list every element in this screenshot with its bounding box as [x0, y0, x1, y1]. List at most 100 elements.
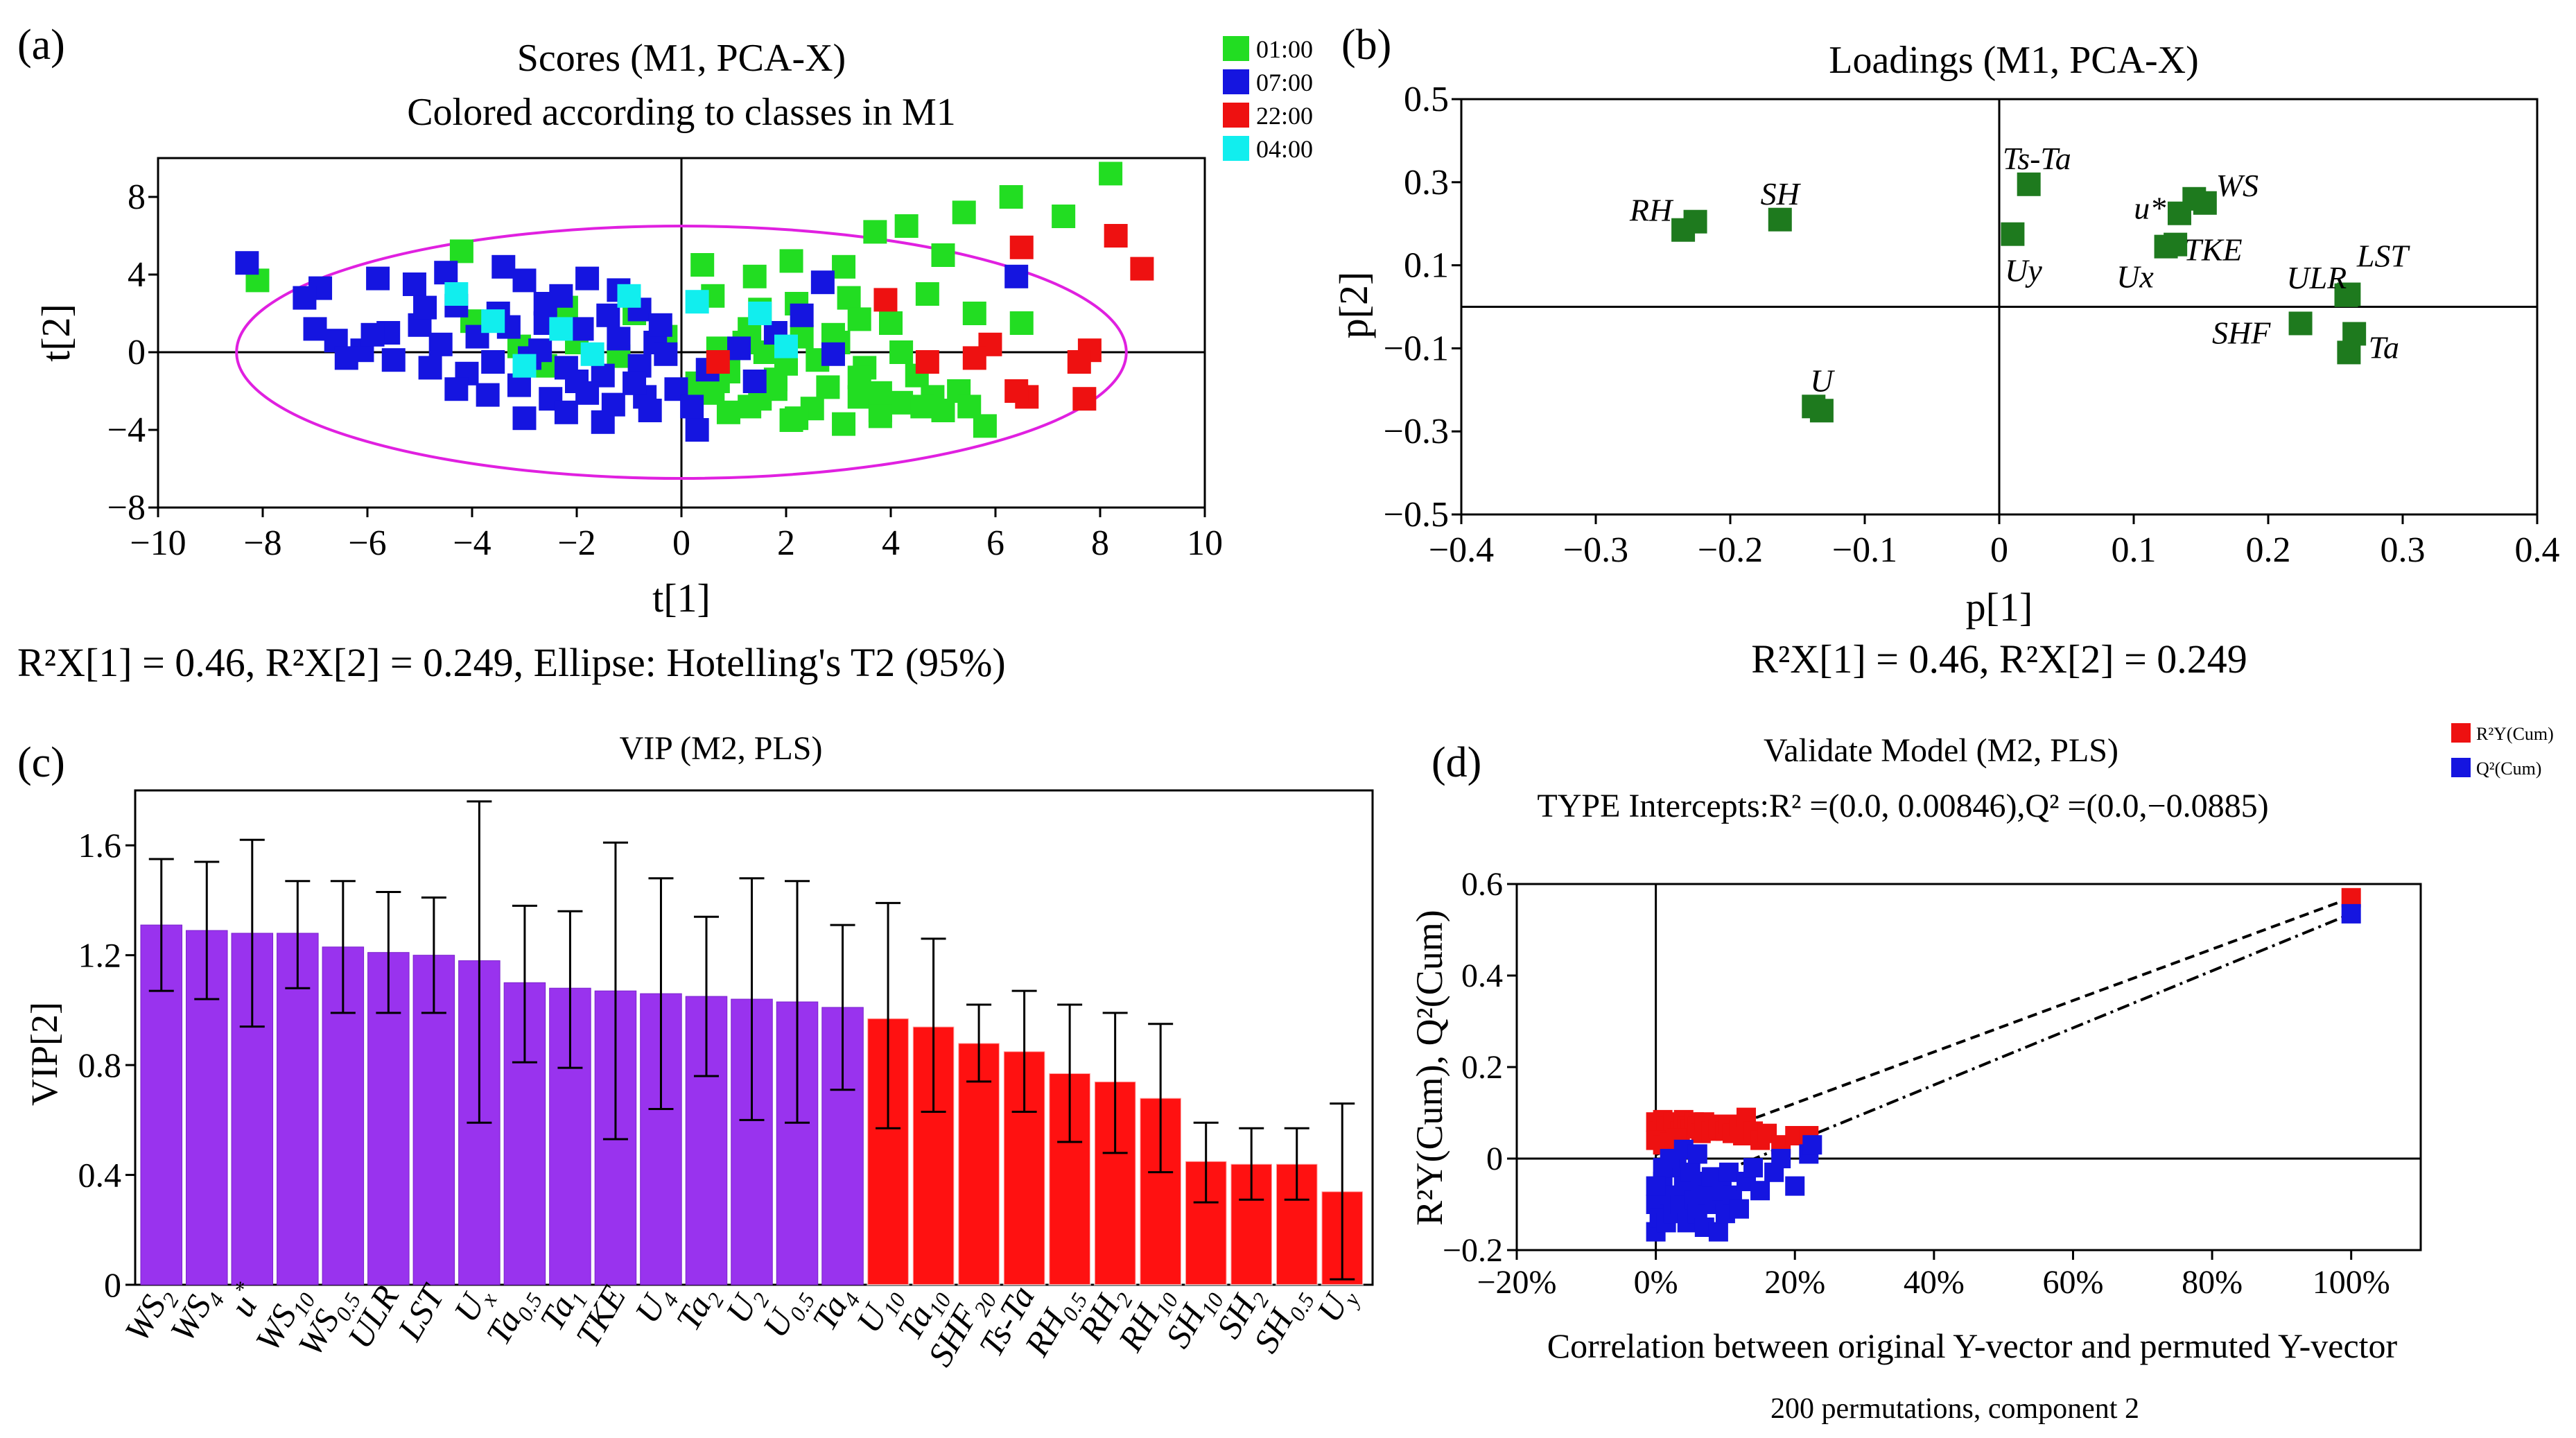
score-point-2200 [706, 350, 730, 374]
score-point-0700 [476, 383, 500, 407]
score-point-0700 [570, 317, 594, 341]
score-point-0100 [763, 377, 787, 401]
score-point-0700 [591, 410, 615, 434]
category-label: WS4 [162, 1279, 229, 1351]
legend-swatch [1223, 136, 1249, 161]
y-tick-label: −0.3 [1384, 412, 1449, 451]
loading-point [2164, 232, 2188, 257]
score-point-2200 [962, 346, 986, 370]
q2-permutation-point [1750, 1181, 1770, 1201]
chart-title: VIP (M2, PLS) [620, 730, 823, 767]
y-tick-label: 0.4 [78, 1156, 122, 1195]
score-point-2200 [1009, 235, 1034, 259]
q2-original-point [2341, 903, 2361, 924]
q2-permutation-point [1646, 1176, 1666, 1196]
vip-bar [957, 1042, 1000, 1286]
legend-label: Q²(Cum) [2476, 759, 2541, 779]
score-point-2200 [1004, 379, 1029, 403]
score-point-0100 [931, 399, 955, 422]
x-tick-label: −8 [243, 523, 281, 563]
q2-permutation-point [1771, 1149, 1791, 1168]
score-point-0100 [879, 311, 903, 335]
score-point-0100 [931, 243, 955, 267]
score-point-0100 [952, 200, 976, 225]
score-point-0100 [779, 408, 803, 432]
x-tick-label: −0.1 [1832, 530, 1897, 570]
x-tick-label: 0% [1634, 1264, 1678, 1301]
score-point-0100 [889, 340, 914, 364]
score-point-0700 [235, 251, 259, 275]
x-tick-label: 0.4 [2515, 530, 2560, 570]
score-point-0700 [512, 406, 537, 431]
legend-swatch [1223, 36, 1249, 61]
score-point-0100 [716, 400, 740, 424]
footnote: 200 permutations, component 2 [1770, 1393, 2139, 1425]
x-tick-label: 0 [1990, 530, 2008, 570]
panel-c-vip-bar-chart: (c) VIP (M2, PLS)00.40.81.21.6VIP[2]WS2WS… [17, 730, 1374, 1373]
score-point-0700 [418, 356, 442, 380]
y-axis-label: R²Y(Cum), Q²(Cum) [1409, 910, 1450, 1225]
chart-title: Validate Model (M2, PLS) [1764, 732, 2118, 769]
score-point-0700 [444, 377, 469, 401]
q2-permutation-point [1687, 1144, 1707, 1164]
x-axis-label: Correlation between original Y-vector an… [1547, 1326, 2398, 1365]
y-tick-label: 1.6 [78, 826, 122, 865]
chart-subtitle: TYPE Intercepts:R² =(0.0, 0.00846),Q² =(… [1537, 788, 2268, 824]
x-tick-label: 0.2 [2246, 530, 2291, 570]
score-point-0700 [381, 348, 406, 372]
x-tick-label: 0 [672, 523, 690, 563]
x-axis-label: t[1] [652, 575, 711, 621]
score-point-2200 [915, 350, 939, 374]
loading-label: Ta [2369, 329, 2399, 365]
score-point-0100 [962, 302, 986, 325]
y-tick-label: 4 [128, 255, 146, 295]
y-tick-label: 0.8 [78, 1046, 122, 1084]
x-tick-label: −4 [453, 523, 491, 563]
score-point-0700 [303, 317, 327, 341]
loading-label: LST [2356, 239, 2411, 274]
score-point-0400 [580, 342, 604, 366]
score-point-2200 [1072, 387, 1097, 411]
score-point-0700 [512, 268, 537, 293]
score-point-0700 [293, 286, 317, 310]
q2-permutation-point [1743, 1158, 1764, 1178]
y-tick-label: 0 [1486, 1141, 1503, 1177]
legend-swatch [1223, 69, 1249, 94]
panel-a-scores-plot: (a) Scores (M1, PCA-X) Colored according t… [17, 21, 1313, 685]
score-point-0100 [889, 390, 914, 415]
score-point-0700 [565, 370, 589, 393]
y-tick-label: −8 [107, 488, 146, 528]
x-axis-label: p[1] [1966, 584, 2033, 630]
score-point-0700 [648, 313, 672, 337]
chart-title: Loadings (M1, PCA-X) [1829, 39, 2199, 82]
score-point-0700 [434, 261, 458, 285]
score-point-0100 [868, 404, 892, 428]
score-point-2200 [1130, 257, 1154, 281]
score-point-0700 [810, 270, 835, 295]
y-tick-label: 0 [104, 1265, 121, 1304]
score-point-0700 [413, 295, 437, 320]
loading-label: u* [2134, 191, 2166, 226]
q2-permutation-point [1785, 1176, 1805, 1196]
score-point-2200 [1067, 350, 1091, 374]
x-tick-label: −6 [348, 523, 386, 563]
score-point-0700 [481, 350, 505, 374]
score-point-0700 [575, 266, 600, 291]
panel-label: (d) [1431, 739, 1481, 786]
score-point-0100 [847, 365, 871, 390]
x-tick-label: 10 [1187, 523, 1223, 563]
q2-intercept-line [1655, 912, 2352, 1201]
x-tick-label: 0.1 [2112, 530, 2157, 570]
score-point-0100 [690, 253, 715, 277]
legend-label: 22:00 [1256, 102, 1313, 130]
x-tick-label: −2 [557, 523, 595, 563]
score-point-0100 [1009, 311, 1034, 335]
score-point-0700 [366, 266, 390, 291]
y-axis-label: t[2] [33, 304, 78, 362]
legend-label: 04:00 [1256, 135, 1313, 163]
score-point-0100 [837, 286, 861, 310]
x-tick-label: −10 [130, 523, 186, 563]
score-point-0700 [654, 342, 678, 366]
score-point-0700 [428, 332, 453, 356]
loading-label: SHF [2212, 315, 2271, 350]
